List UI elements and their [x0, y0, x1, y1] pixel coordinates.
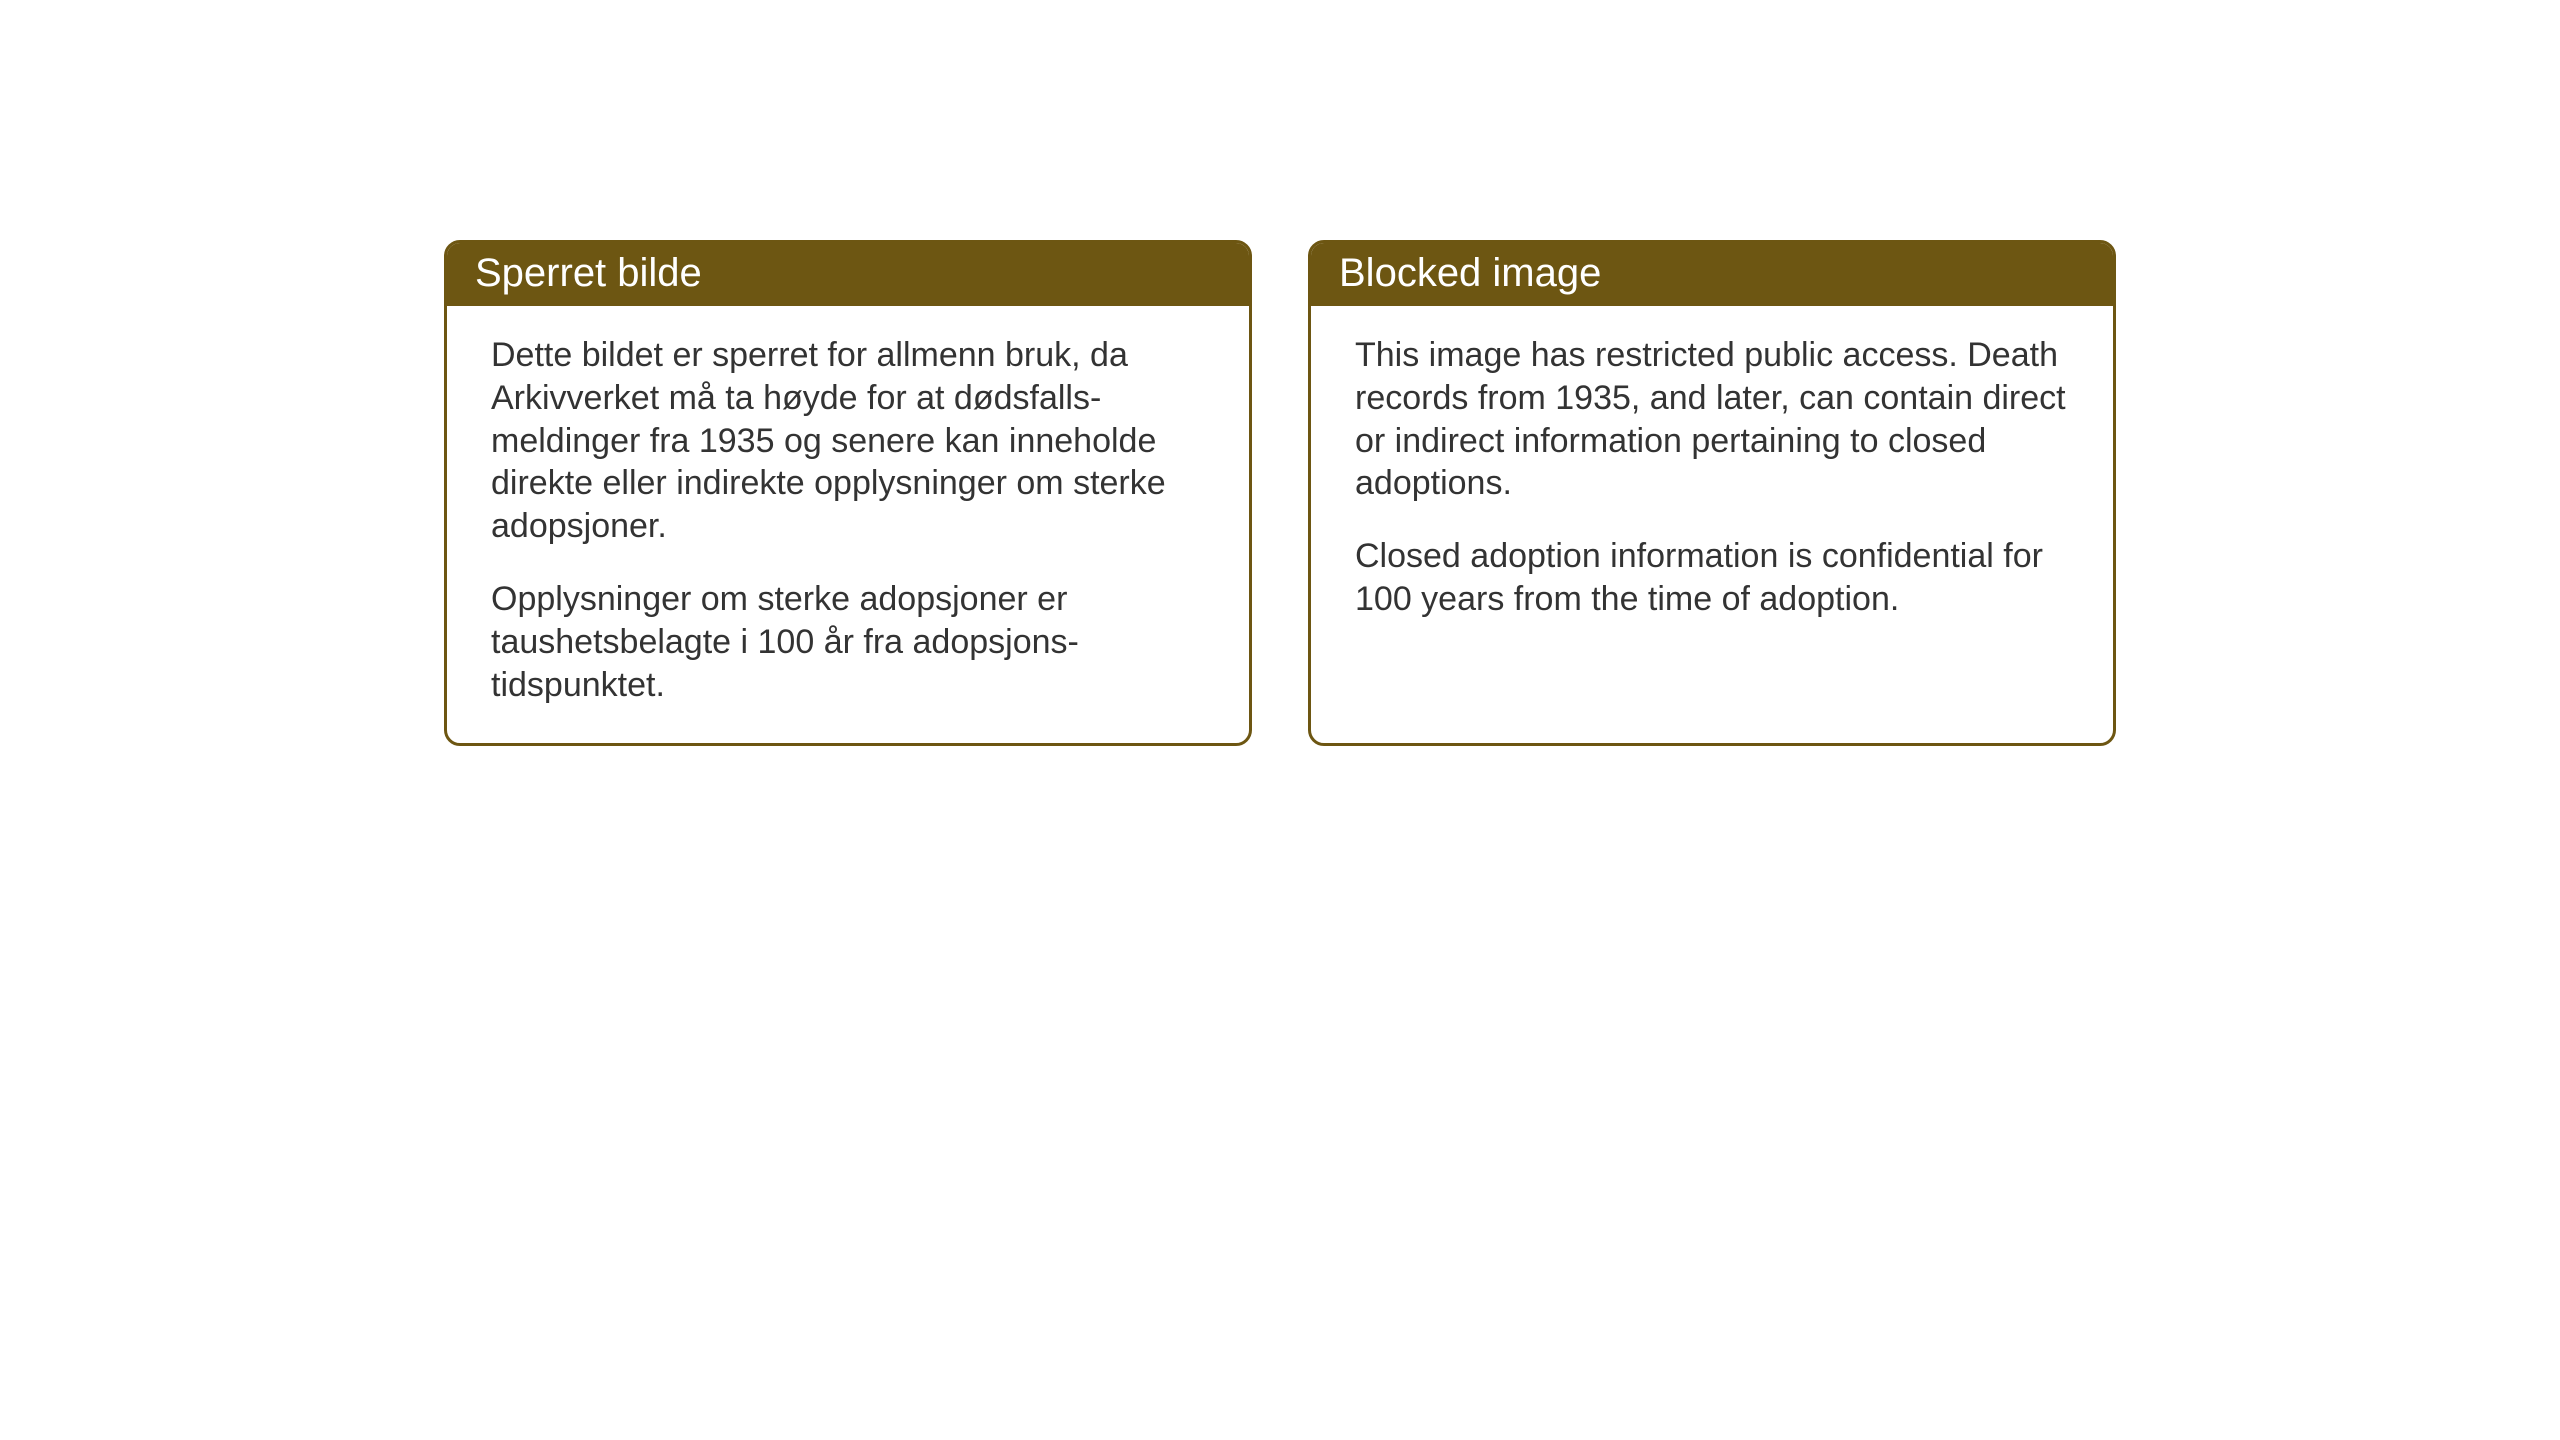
- norwegian-card-title: Sperret bilde: [447, 243, 1249, 306]
- english-paragraph-2: Closed adoption information is confident…: [1355, 535, 2069, 621]
- english-paragraph-1: This image has restricted public access.…: [1355, 334, 2069, 505]
- english-card-body: This image has restricted public access.…: [1311, 306, 2113, 657]
- norwegian-paragraph-1: Dette bildet er sperret for allmenn bruk…: [491, 334, 1205, 548]
- norwegian-paragraph-2: Opplysninger om sterke adopsjoner er tau…: [491, 578, 1205, 706]
- norwegian-card: Sperret bilde Dette bildet er sperret fo…: [444, 240, 1252, 746]
- english-card-title: Blocked image: [1311, 243, 2113, 306]
- english-card: Blocked image This image has restricted …: [1308, 240, 2116, 746]
- norwegian-card-body: Dette bildet er sperret for allmenn bruk…: [447, 306, 1249, 743]
- cards-container: Sperret bilde Dette bildet er sperret fo…: [444, 240, 2116, 746]
